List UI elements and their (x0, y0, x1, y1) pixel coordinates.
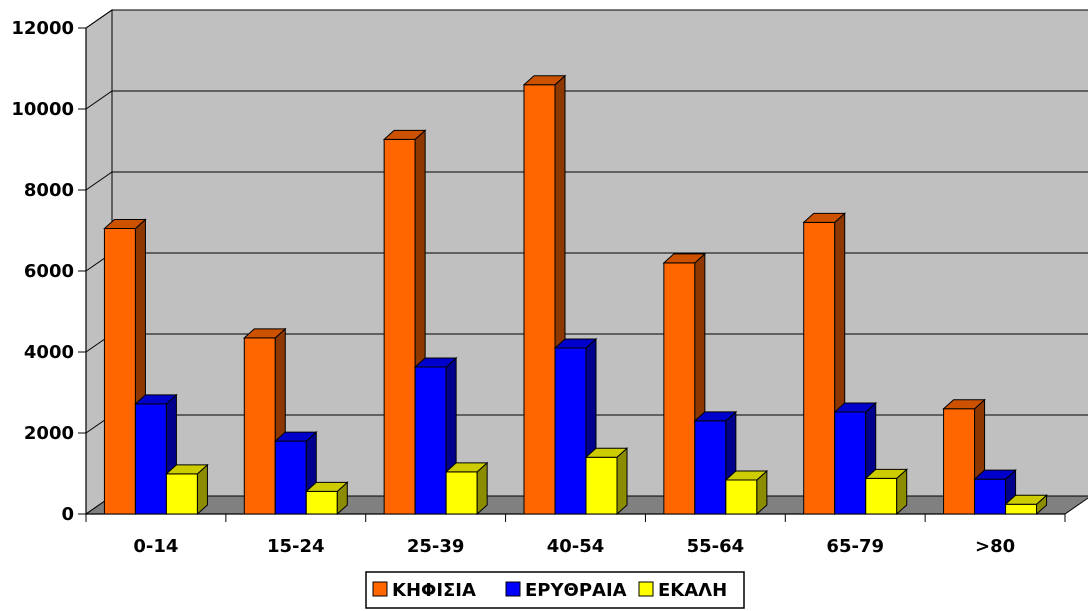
bar-top (242, 328, 287, 339)
bar-top (662, 253, 707, 264)
gridline (85, 9, 1088, 29)
bar (724, 469, 769, 516)
bar-top (134, 394, 178, 405)
bar-top (942, 399, 986, 410)
gridlines (85, 9, 1088, 434)
bar-front (554, 347, 587, 515)
bar-top (1004, 494, 1048, 505)
bar-front (974, 478, 1007, 515)
y-tick-label: 2000 (24, 423, 74, 444)
bar-top (693, 411, 738, 422)
bars (103, 74, 1048, 516)
bar-front (414, 366, 447, 515)
bar-front (274, 440, 307, 515)
x-tick-labels: 0-14 15-24 25-39 40-54 55-64 65-79 >80 (133, 536, 1015, 557)
bar-top (802, 212, 847, 223)
bar-top (553, 338, 598, 349)
x-tick-label: >80 (975, 536, 1015, 557)
legend-swatch-erythraia (505, 581, 521, 597)
bar-top (833, 402, 878, 413)
bar-front (803, 221, 836, 515)
bar-front (663, 262, 696, 515)
bar-front (725, 479, 758, 515)
bar-front (834, 411, 867, 515)
bar (584, 447, 629, 516)
bar-front (134, 403, 167, 515)
bar-top (522, 75, 567, 86)
y-tick-labels: 0 2000 4000 6000 8000 10000 12000 (11, 18, 74, 525)
bar-front (243, 337, 276, 515)
x-tick-label: 0-14 (133, 536, 178, 557)
bar-front (165, 473, 198, 515)
bar (444, 461, 489, 516)
bar-top (864, 468, 909, 479)
bar-front (694, 420, 727, 515)
legend-label-erythraia: ΕΡΥΘΡΑΙΑ (525, 580, 627, 601)
bar-top (444, 462, 489, 473)
y-tick-label: 10000 (11, 99, 74, 120)
bar-front (305, 490, 338, 515)
x-tick-label: 25-39 (407, 536, 465, 557)
bar-top (724, 470, 769, 481)
bar-top (382, 129, 427, 140)
bar-front (103, 227, 136, 515)
bar-front (585, 456, 618, 515)
bar-front (1005, 503, 1038, 515)
y-tick-label: 6000 (24, 261, 74, 282)
bar (304, 481, 349, 516)
bar-top (413, 357, 458, 368)
legend-swatch-kifisia (372, 581, 388, 597)
x-tick-label: 15-24 (267, 536, 325, 557)
bar-front (943, 408, 976, 515)
bar-side (616, 447, 628, 516)
x-tick-label: 65-79 (826, 536, 884, 557)
y-tick-label: 12000 (11, 18, 74, 39)
bar (165, 463, 209, 516)
bar (273, 430, 318, 516)
bar-top (165, 464, 209, 475)
gridline (85, 171, 1088, 191)
bar-front (865, 477, 898, 515)
legend-label-ekali: ΕΚΑΛΗ (658, 580, 727, 601)
bar-front (523, 84, 556, 515)
bar-top (304, 481, 349, 492)
y-tick-label: 4000 (24, 342, 74, 363)
bar-top (273, 431, 318, 442)
legend-swatch-ekali (638, 581, 654, 597)
bar (1004, 494, 1048, 516)
bar (864, 468, 909, 516)
y-tick-label: 0 (61, 504, 74, 525)
gridline (85, 90, 1088, 110)
legend-label-kifisia: ΚΗΦΙΣΙΑ (392, 580, 476, 601)
x-tick-label: 55-64 (687, 536, 745, 557)
bar (942, 398, 986, 516)
bar-front (445, 471, 478, 515)
y-tick-label: 8000 (24, 180, 74, 201)
bar-front (383, 138, 416, 515)
bar-top (973, 469, 1017, 480)
bar-top (584, 447, 629, 458)
legend-box (365, 571, 745, 609)
x-tick-label: 40-54 (547, 536, 605, 557)
bar-top (103, 218, 147, 229)
legend: ΚΗΦΙΣΙΑ ΕΡΥΘΡΑΙΑ ΕΚΑΛΗ (365, 571, 745, 609)
